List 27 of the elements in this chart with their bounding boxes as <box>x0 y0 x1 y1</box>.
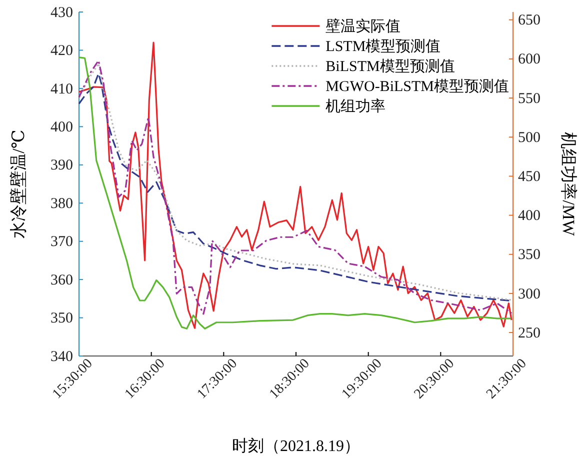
y-axis-title: 水冷壁壁温/℃ <box>9 130 28 238</box>
legend-label: BiLSTM模型预测值 <box>326 58 455 75</box>
x-axis-title: 时刻（2021.8.19） <box>232 437 360 455</box>
y2-tick-label: 600 <box>518 52 540 68</box>
y2-axis-title: 机组功率/MW <box>559 132 578 237</box>
y-tick-label: 370 <box>50 234 73 250</box>
y-tick-label: 400 <box>50 119 73 136</box>
y-tick-label: 430 <box>50 4 73 21</box>
y2-tick-label: 400 <box>518 208 540 224</box>
y-tick-label: 340 <box>50 348 73 365</box>
y2-tick-label: 350 <box>518 247 540 264</box>
legend-label: MGWO-BiLSTM模型预测值 <box>326 78 509 95</box>
y-tick-label: 420 <box>50 43 73 60</box>
y-tick-label: 390 <box>50 158 73 174</box>
legend-label: 壁温实际值 <box>326 18 401 35</box>
y2-tick-label: 500 <box>518 130 540 146</box>
y2-tick-label: 450 <box>518 168 540 185</box>
y-tick-label: 410 <box>50 81 73 98</box>
legend-label: LSTM模型预测值 <box>326 38 441 55</box>
y2-tick-label: 650 <box>518 12 540 29</box>
y-tick-label: 350 <box>50 310 73 327</box>
y2-tick-label: 250 <box>518 325 540 342</box>
y2-tick-label: 300 <box>518 286 540 302</box>
legend-label: 机组功率 <box>326 98 386 115</box>
y-tick-label: 360 <box>50 272 73 288</box>
y-tick-label: 380 <box>50 196 73 212</box>
y2-tick-label: 550 <box>518 90 540 107</box>
